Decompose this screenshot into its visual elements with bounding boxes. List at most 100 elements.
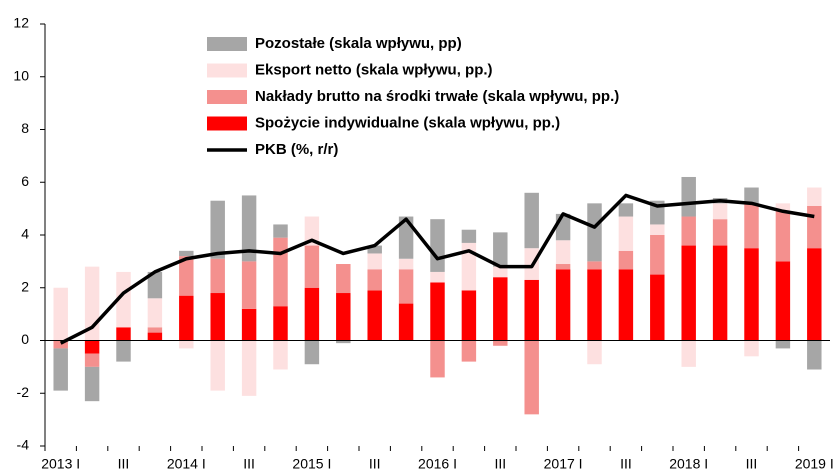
bar-segment bbox=[53, 287, 68, 341]
bar-segment bbox=[524, 279, 539, 341]
bar-segment bbox=[555, 264, 571, 270]
legend-swatch bbox=[207, 63, 247, 78]
x-tick-label: 2018 I bbox=[669, 456, 708, 472]
bar-segment bbox=[116, 327, 131, 341]
bar-segment bbox=[587, 203, 602, 262]
bar-segment bbox=[367, 253, 382, 270]
x-tick-label: 2016 I bbox=[418, 456, 457, 472]
bar-segment bbox=[744, 340, 759, 357]
y-tick-label: -4 bbox=[17, 437, 30, 453]
bar-segment bbox=[775, 261, 791, 341]
bar-segment bbox=[807, 187, 822, 206]
bar-segment bbox=[712, 219, 728, 246]
bar-segment bbox=[116, 340, 131, 362]
bar-segment bbox=[587, 340, 602, 365]
bar-segment bbox=[618, 250, 634, 270]
bar-segment bbox=[430, 219, 445, 272]
x-tick-label: III bbox=[369, 456, 381, 472]
y-tick-label: 12 bbox=[13, 15, 29, 31]
bar-segment bbox=[179, 295, 194, 341]
bar-segment bbox=[241, 308, 257, 341]
bar-segment bbox=[430, 340, 445, 378]
bar-segment bbox=[367, 245, 382, 254]
bar-segment bbox=[336, 264, 351, 294]
bar-segment bbox=[587, 269, 602, 341]
bar-segment bbox=[681, 245, 696, 341]
bar-segment bbox=[336, 293, 351, 341]
bar-segment bbox=[336, 340, 351, 344]
bar-segment bbox=[493, 232, 508, 267]
bar-segment bbox=[524, 340, 539, 415]
bar-segment bbox=[304, 340, 320, 365]
bar-segment bbox=[84, 353, 100, 367]
y-tick-label: -2 bbox=[17, 384, 30, 400]
bar-segment bbox=[712, 245, 728, 341]
bar-segment bbox=[775, 211, 791, 262]
legend-label: Eksport netto (skala wpływu, pp.) bbox=[255, 61, 493, 78]
x-tick-label: III bbox=[243, 456, 255, 472]
bar-segment bbox=[273, 306, 288, 341]
bar-segment bbox=[398, 258, 414, 270]
bar-segment bbox=[147, 332, 163, 341]
bar-segment bbox=[430, 282, 445, 341]
bar-segment bbox=[367, 269, 382, 291]
y-tick-label: 4 bbox=[21, 226, 29, 242]
bar-segment bbox=[304, 216, 320, 246]
bar-segment bbox=[53, 348, 68, 391]
bar-segment bbox=[304, 287, 320, 341]
bar-segment bbox=[807, 340, 822, 370]
bar-segment bbox=[681, 216, 696, 246]
bar-segment bbox=[681, 340, 696, 367]
bar-segment bbox=[744, 203, 759, 249]
bar-segment bbox=[744, 248, 759, 341]
legend-label: Spożycie indywidualne (skala wpływu, pp.… bbox=[255, 114, 560, 131]
y-tick-label: 6 bbox=[21, 173, 29, 189]
bar-segment bbox=[210, 200, 225, 259]
bar-segment bbox=[461, 242, 477, 291]
legend-label: Nakłady brutto na środki trwałe (skala w… bbox=[255, 88, 619, 105]
bar-segment bbox=[116, 271, 131, 328]
bar-segment bbox=[210, 293, 225, 341]
bar-segment bbox=[179, 256, 194, 296]
bar-segment bbox=[398, 303, 414, 341]
bar-segment bbox=[587, 261, 602, 270]
bar-segment bbox=[493, 340, 508, 346]
bar-segment bbox=[398, 269, 414, 304]
bar-segment bbox=[681, 176, 696, 217]
bar-segment bbox=[147, 271, 163, 299]
bar-segment bbox=[650, 224, 665, 235]
legend-swatch bbox=[207, 90, 247, 104]
bar-segment bbox=[555, 240, 571, 265]
bar-segment bbox=[524, 192, 539, 249]
legend-swatch bbox=[207, 37, 247, 51]
legend-label: PKB (%, r/r) bbox=[255, 141, 338, 158]
x-tick-label: 2017 I bbox=[544, 456, 583, 472]
bar-segment bbox=[618, 203, 634, 217]
y-tick-label: 0 bbox=[21, 331, 29, 347]
bar-segment bbox=[555, 269, 571, 341]
bar-segment bbox=[367, 290, 382, 341]
bar-segment bbox=[273, 237, 288, 307]
bar-segment bbox=[650, 235, 665, 275]
bar-segment bbox=[147, 298, 163, 328]
bar-segment bbox=[807, 248, 822, 341]
bar-segment bbox=[210, 340, 225, 391]
bar-segment bbox=[179, 340, 194, 349]
bar-segment bbox=[179, 250, 194, 257]
bar-segment bbox=[304, 245, 320, 288]
x-tick-label: 2015 I bbox=[292, 456, 331, 472]
bar-segment bbox=[147, 327, 163, 333]
y-tick-label: 2 bbox=[21, 278, 29, 294]
x-tick-label: 2013 I bbox=[41, 456, 80, 472]
bar-segment bbox=[493, 266, 508, 278]
bar-segment bbox=[210, 258, 225, 294]
bar-segment bbox=[493, 277, 508, 341]
bar-segment bbox=[273, 340, 288, 370]
bar-segment bbox=[398, 216, 414, 259]
bar-segment bbox=[273, 224, 288, 238]
bar-segment bbox=[807, 205, 822, 249]
bar-segment bbox=[241, 195, 257, 262]
bar-segment bbox=[461, 229, 477, 243]
x-tick-label: 2014 I bbox=[167, 456, 206, 472]
